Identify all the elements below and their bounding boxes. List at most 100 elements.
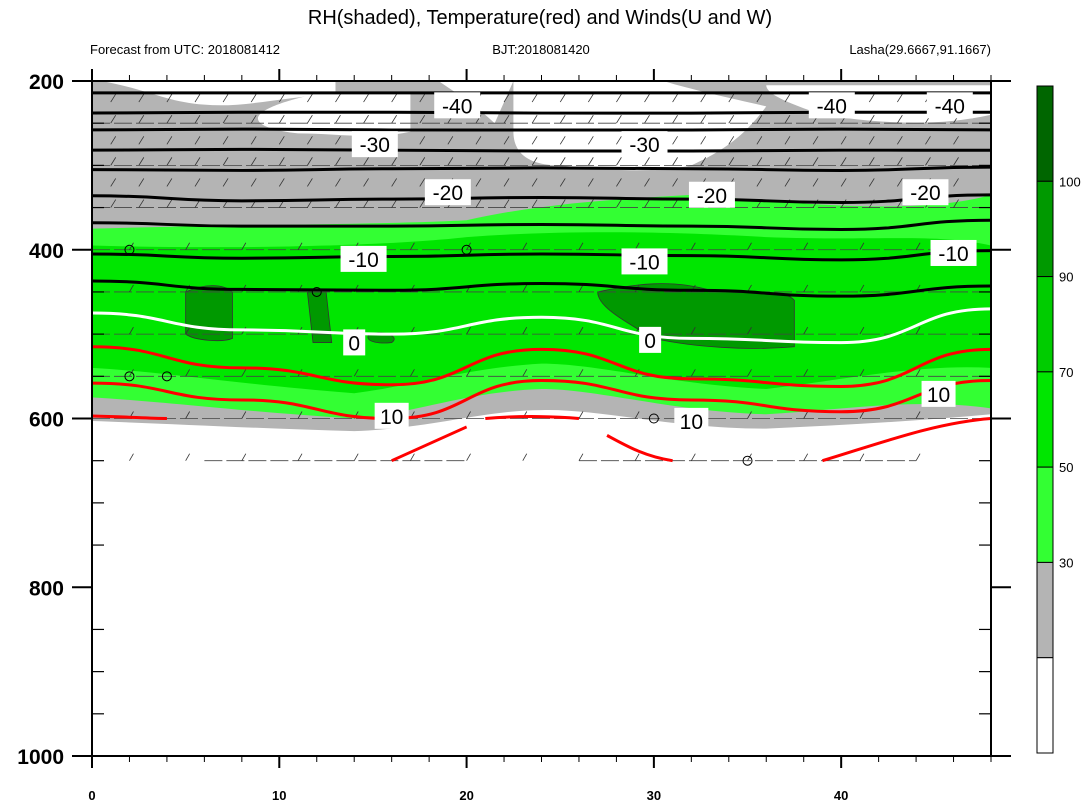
colorbar-segment	[1036, 276, 1054, 373]
rh-dark-green-region	[185, 285, 233, 342]
wind-barb	[194, 93, 201, 103]
wind-barb	[532, 81, 533, 82]
wind-barb	[868, 178, 875, 187]
wind-barb	[307, 178, 313, 187]
wind-barb	[812, 136, 819, 145]
wind-barb	[522, 242, 528, 250]
wind-barb	[410, 453, 415, 461]
temperature-contour--30	[92, 147, 991, 153]
wind-barb	[138, 136, 145, 145]
wind-barb	[531, 114, 538, 124]
wind-barb	[756, 136, 763, 145]
wind-barb	[185, 326, 190, 335]
calm-wind-marker	[648, 413, 659, 424]
wind-barb	[391, 93, 398, 103]
wind-barb	[784, 157, 791, 166]
x-tick-label: 10	[272, 788, 286, 803]
wind-barb	[700, 81, 702, 82]
wind-barb	[129, 284, 134, 293]
wind-barb	[503, 136, 510, 145]
wind-barb	[363, 114, 369, 124]
wind-barb	[813, 81, 814, 82]
wind-barb	[925, 81, 926, 82]
wind-barb	[138, 114, 145, 124]
wind-barb	[185, 369, 190, 377]
wind-barb	[531, 93, 538, 103]
wind-barb	[953, 136, 959, 145]
chart-title: RH(shaded), Temperature(red) and Winds(U…	[308, 7, 772, 29]
wind-barb	[587, 136, 594, 145]
y-tick-label: 600	[29, 409, 64, 432]
contour-label: 10	[927, 384, 950, 407]
wind-barb	[840, 157, 847, 166]
colorbar-segment	[1036, 561, 1054, 659]
wind-barb	[129, 326, 134, 335]
wind-barb	[410, 369, 415, 377]
wind-barb	[110, 114, 117, 124]
contour-label: -40	[442, 95, 472, 118]
wind-barb	[194, 178, 201, 187]
wind-barb	[503, 93, 510, 103]
wind-barb	[278, 136, 285, 145]
wind-barb	[223, 81, 224, 82]
wind-barb	[166, 199, 173, 208]
wind-barb	[185, 242, 190, 250]
x-tick-label: 0	[88, 788, 95, 803]
wind-barb	[250, 178, 257, 187]
wind-barb	[915, 326, 921, 335]
wind-barb	[728, 93, 735, 103]
wind-barb	[616, 136, 622, 145]
wind-barb	[250, 114, 257, 124]
wind-barb	[447, 136, 454, 145]
wind-barb	[503, 178, 510, 187]
wind-barb	[616, 199, 622, 208]
wind-barb	[578, 411, 584, 419]
wind-barb	[578, 242, 584, 250]
wind-barb	[466, 369, 471, 377]
wind-barb	[784, 81, 786, 82]
wind-barb	[644, 157, 650, 166]
x-tick-label: 20	[459, 788, 473, 803]
y-tick-label: 800	[29, 577, 64, 600]
contour-label: -40	[817, 95, 847, 118]
wind-barb	[194, 157, 201, 166]
wind-barb	[868, 136, 875, 145]
contour-label: 0	[348, 332, 360, 355]
wind-barb	[859, 369, 865, 377]
colorbar-label: 100	[1059, 174, 1081, 189]
wind-barb	[803, 284, 809, 293]
contour-label: 10	[380, 406, 403, 429]
contour-label-box	[343, 329, 366, 356]
wind-barb	[897, 93, 903, 103]
wind-barb	[803, 453, 809, 461]
wind-barb	[466, 242, 471, 250]
wind-barb	[522, 284, 528, 293]
wind-barb	[251, 81, 252, 82]
wind-barb	[503, 199, 510, 208]
wind-barb	[166, 157, 173, 166]
contour-label-box	[424, 179, 471, 206]
wind-barb	[728, 114, 735, 124]
wind-barb	[250, 157, 257, 166]
wind-barb	[278, 114, 285, 124]
contour-label: -30	[360, 134, 390, 157]
wind-barb	[241, 453, 247, 461]
wind-barb	[803, 326, 809, 335]
wind-barb	[868, 157, 875, 166]
wind-barb	[747, 369, 752, 377]
contour-label: -10	[629, 251, 659, 274]
y-tick-label: 1000	[17, 746, 64, 769]
wind-barb	[672, 136, 678, 145]
wind-barb	[353, 453, 359, 461]
temperature-isotherm-warm	[92, 345, 991, 388]
wind-barb	[756, 178, 763, 187]
beijing-time-label: BJT:2018081420	[492, 42, 590, 57]
wind-barb	[531, 136, 538, 145]
wind-barb	[222, 178, 229, 187]
wind-barb	[859, 411, 865, 419]
wind-barb	[138, 93, 145, 103]
wind-barb	[578, 284, 584, 293]
wind-barb	[700, 157, 707, 166]
contour-label-box	[621, 248, 668, 275]
wind-barb	[644, 178, 650, 187]
